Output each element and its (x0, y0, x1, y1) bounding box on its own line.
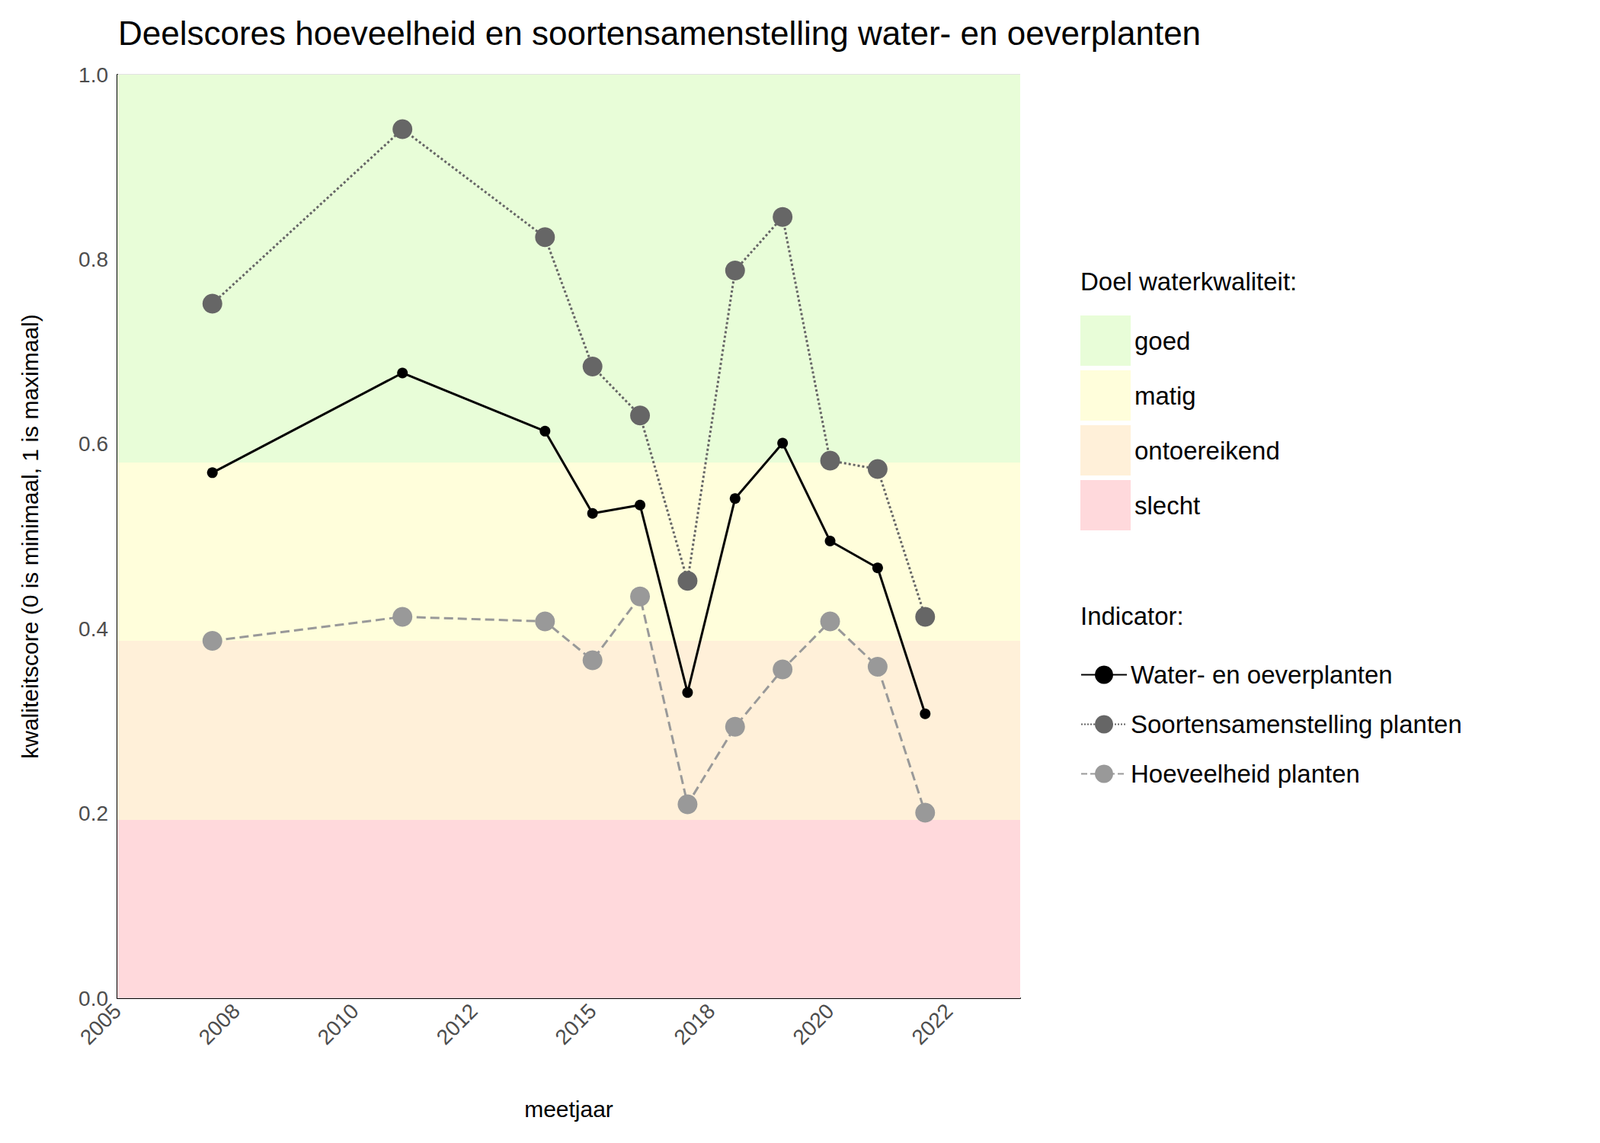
svg-text:2020: 2020 (788, 998, 839, 1050)
svg-text:meetjaar: meetjaar (524, 1096, 614, 1122)
svg-text:0.8: 0.8 (78, 247, 109, 272)
svg-text:1.0: 1.0 (78, 63, 109, 87)
svg-text:2012: 2012 (432, 998, 483, 1050)
svg-text:matig: matig (1134, 381, 1197, 410)
svg-text:Hoeveelheid planten: Hoeveelheid planten (1130, 759, 1360, 788)
svg-text:Doel waterkwaliteit:: Doel waterkwaliteit: (1080, 267, 1297, 296)
svg-text:ontoereikend: ontoereikend (1134, 436, 1280, 465)
svg-text:2005: 2005 (75, 998, 126, 1050)
svg-text:2018: 2018 (669, 998, 720, 1050)
svg-text:goed: goed (1134, 326, 1191, 356)
svg-text:2010: 2010 (313, 998, 364, 1050)
svg-text:0.0: 0.0 (78, 986, 109, 1010)
svg-text:slecht: slecht (1134, 491, 1200, 520)
svg-text:Indicator:: Indicator: (1080, 601, 1184, 631)
svg-text:0.6: 0.6 (78, 432, 109, 456)
svg-text:Water- en oeverplanten: Water- en oeverplanten (1130, 660, 1393, 689)
svg-text:2015: 2015 (550, 998, 602, 1050)
svg-text:0.2: 0.2 (78, 801, 109, 826)
svg-text:0.4: 0.4 (78, 617, 109, 641)
svg-text:kwaliteitscore (0 is minimaal,: kwaliteitscore (0 is minimaal, 1 is maxi… (17, 313, 43, 759)
svg-text:Soortensamenstelling planten: Soortensamenstelling planten (1130, 710, 1463, 739)
svg-text:2022: 2022 (906, 998, 957, 1050)
svg-text:Deelscores hoeveelheid en soor: Deelscores hoeveelheid en soortensamenst… (118, 14, 1201, 52)
svg-text:2008: 2008 (194, 998, 245, 1050)
